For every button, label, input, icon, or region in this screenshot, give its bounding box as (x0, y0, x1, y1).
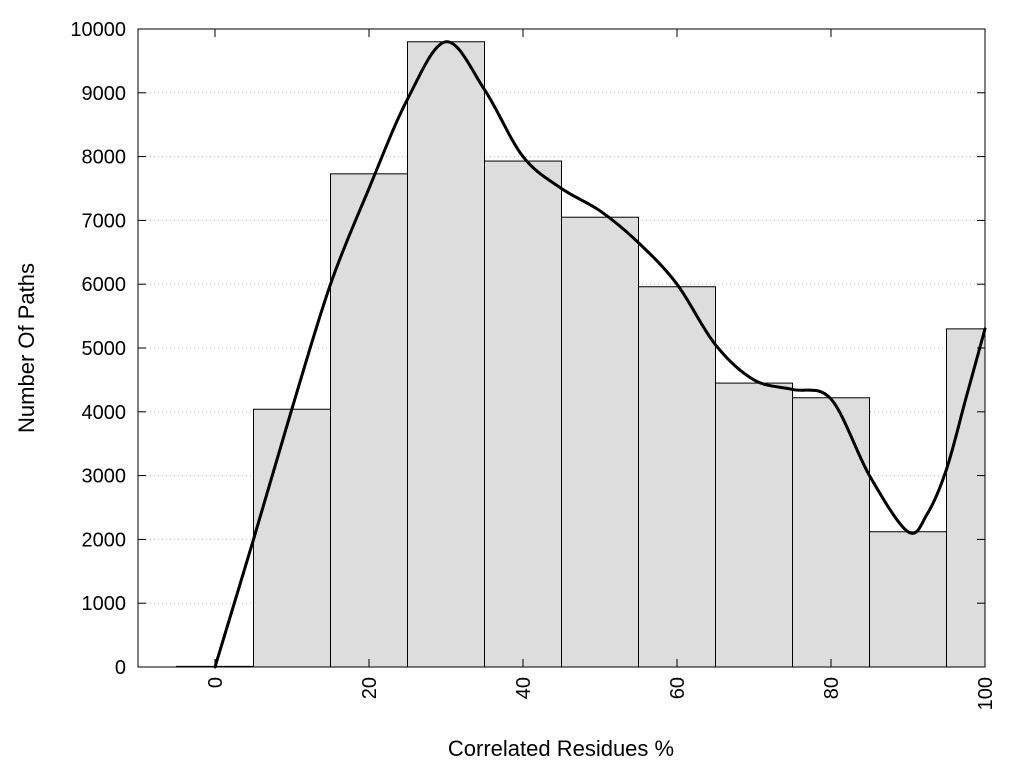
y-tick-label: 8000 (82, 147, 127, 169)
bar-10 (946, 328, 986, 668)
bar-3 (407, 41, 485, 668)
density-curve-line (213, 40, 987, 669)
bar-1 (253, 408, 331, 668)
bar-5 (561, 216, 639, 668)
x-axis-title: Correlated Residues % (448, 736, 674, 761)
bar-9 (869, 531, 947, 668)
bar-6 (638, 286, 716, 668)
y-tick-label: 10000 (70, 19, 126, 41)
y-tick-label: 6000 (82, 274, 127, 296)
x-tick-label: 80 (821, 677, 843, 699)
y-tick-label: 3000 (82, 466, 127, 488)
y-tick-label: 1000 (82, 593, 127, 615)
bar-4 (484, 160, 562, 668)
bar-2 (330, 173, 408, 668)
density-curve (213, 40, 987, 669)
bar-7 (715, 382, 793, 668)
y-tick-label: 5000 (82, 338, 127, 360)
y-axis-ticks: 0 1000 2000 3000 4000 5000 6000 7000 8000 9000 100… (70, 19, 985, 679)
y-tick-label: 0 (115, 657, 126, 679)
x-tick-label: 60 (667, 677, 689, 699)
bar-8 (792, 397, 870, 668)
y-tick-label: 4000 (82, 402, 127, 424)
x-axis-ticks: 0 20 40 60 80 100 (205, 29, 997, 710)
y-tick-label: 7000 (82, 210, 127, 232)
x-tick-label: 0 (205, 677, 227, 688)
y-tick-label: 9000 (82, 83, 127, 105)
x-tick-label: 20 (359, 677, 381, 699)
y-tick-label: 2000 (82, 529, 127, 551)
bars (176, 41, 986, 668)
y-axis-title: Number Of Paths (14, 263, 39, 433)
x-tick-label: 40 (513, 677, 535, 699)
x-tick-label: 100 (975, 677, 997, 710)
